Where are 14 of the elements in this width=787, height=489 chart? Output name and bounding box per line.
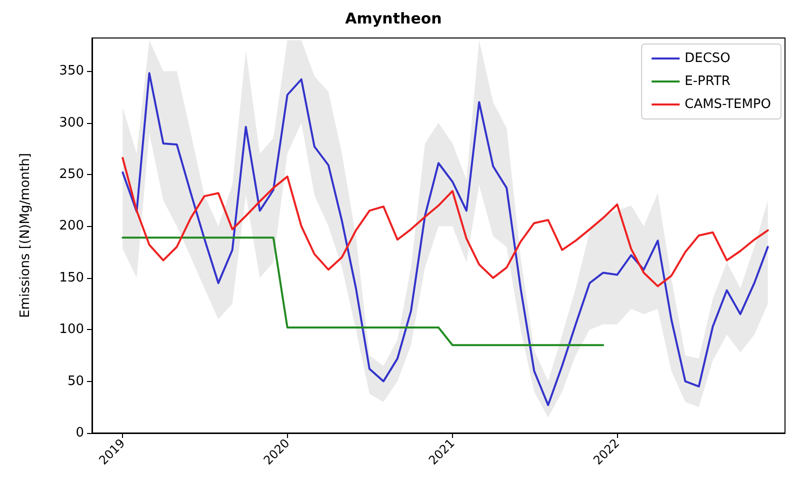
line-series xyxy=(122,156,769,288)
legend-label: CAMS-TEMPO xyxy=(684,97,772,112)
y-tick-label: 300 xyxy=(59,115,84,130)
y-tick-label: 200 xyxy=(59,218,84,234)
y-tick-label: 250 xyxy=(59,166,84,182)
y-tick-label: 100 xyxy=(59,322,84,338)
y-tick-label: 150 xyxy=(59,270,84,286)
y-tick-label: 50 xyxy=(67,374,84,389)
legend-label: DECSO xyxy=(684,51,730,66)
legend-label: E-PRTR xyxy=(684,74,730,89)
y-tick-label: 350 xyxy=(59,64,84,79)
chart-title: Amyntheon xyxy=(345,10,442,28)
y-tick-label: 0 xyxy=(76,426,84,440)
y-axis-title: Emissions [(N)Mg/month] xyxy=(18,153,33,318)
